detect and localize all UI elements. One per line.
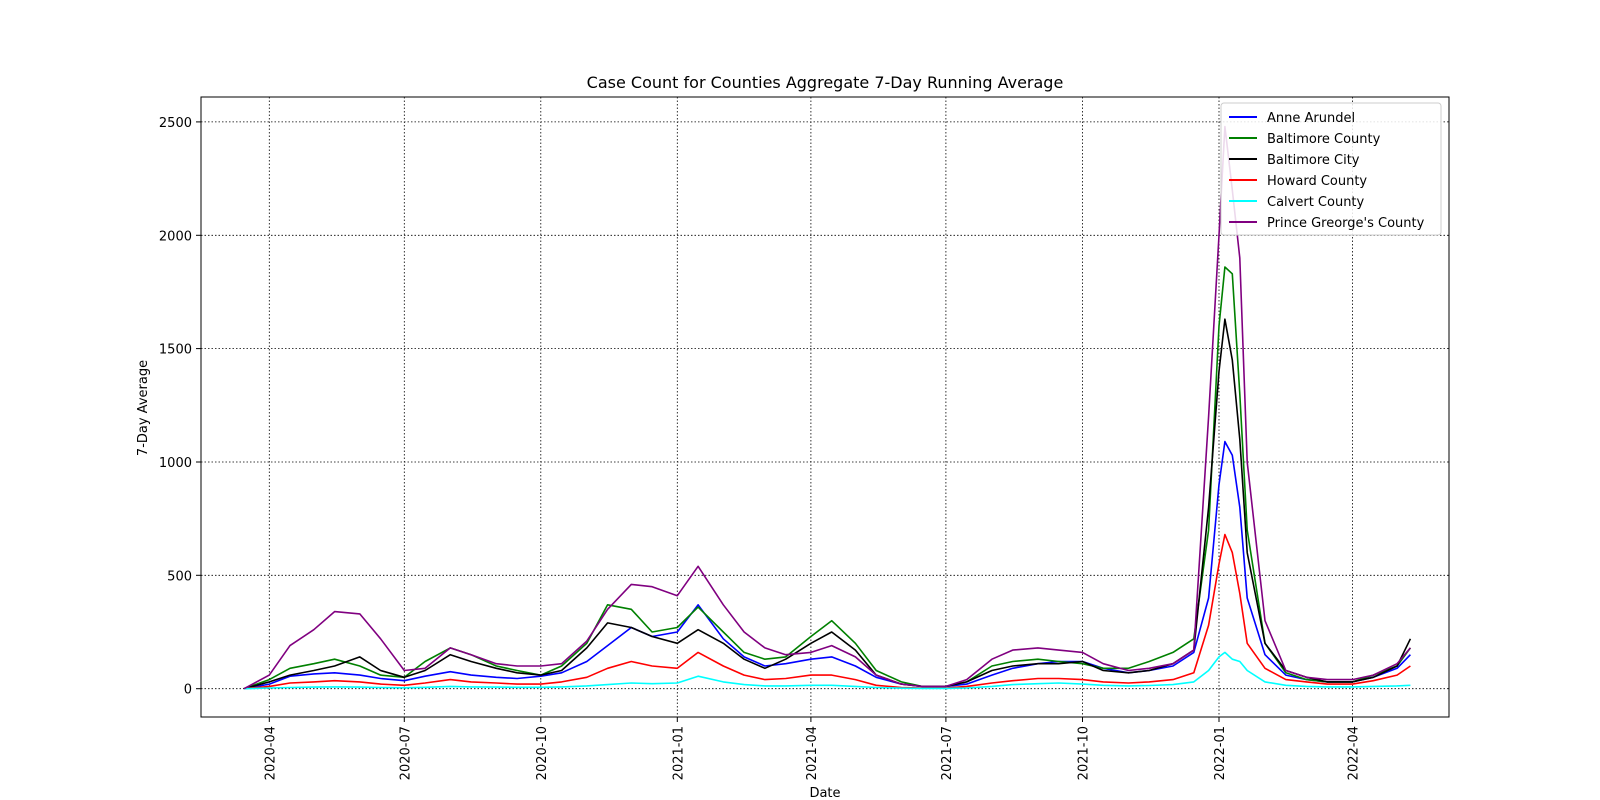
x-tick-label: 2020-07 — [398, 726, 413, 780]
x-tick-label: 2022-01 — [1213, 726, 1228, 780]
legend-label-baltimore-city: Baltimore City — [1267, 153, 1360, 168]
chart-title: Case Count for Counties Aggregate 7-Day … — [587, 73, 1064, 92]
series-line-calvert-county — [243, 651, 1411, 690]
y-tick-label: 2500 — [159, 116, 192, 131]
legend-frame — [1220, 102, 1442, 236]
series-line-howard-county — [243, 533, 1411, 690]
x-tick-label: 2022-04 — [1347, 726, 1362, 780]
x-tick-label: 2020-10 — [535, 726, 550, 780]
x-tick-label: 2020-04 — [263, 726, 278, 780]
legend-label-howard-county: Howard County — [1267, 174, 1367, 189]
y-tick-label: 500 — [167, 569, 192, 584]
x-tick-label: 2021-10 — [1077, 726, 1092, 780]
y-tick-label: 1500 — [159, 343, 192, 358]
legend-label-calvert-county: Calvert County — [1267, 195, 1365, 210]
x-tick-label: 2021-04 — [805, 726, 820, 780]
tick-layer: 2020-04 2020-07 2020-10 2021-01 2021-04 2021-… — [159, 116, 1362, 780]
legend-label-prince-greorge-s-county: Prince Greorge's County — [1267, 216, 1425, 231]
legend-label-anne-arundel: Anne Arundel — [1267, 111, 1355, 126]
legend-label-baltimore-county: Baltimore County — [1267, 132, 1381, 147]
y-tick-label: 2000 — [159, 229, 192, 244]
x-tick-label: 2021-01 — [671, 726, 686, 780]
y-tick-label: 0 — [184, 683, 192, 698]
series-line-anne-arundel — [243, 440, 1411, 690]
plot-frame — [200, 96, 1450, 718]
legend: Anne Arundel Baltimore County Baltimore Ci… — [1220, 102, 1442, 236]
y-tick-label: 1000 — [159, 456, 192, 471]
y-axis-label: 7-Day Average — [136, 360, 151, 456]
x-axis-label: Date — [809, 786, 840, 800]
x-tick-label: 2021-07 — [940, 726, 955, 780]
